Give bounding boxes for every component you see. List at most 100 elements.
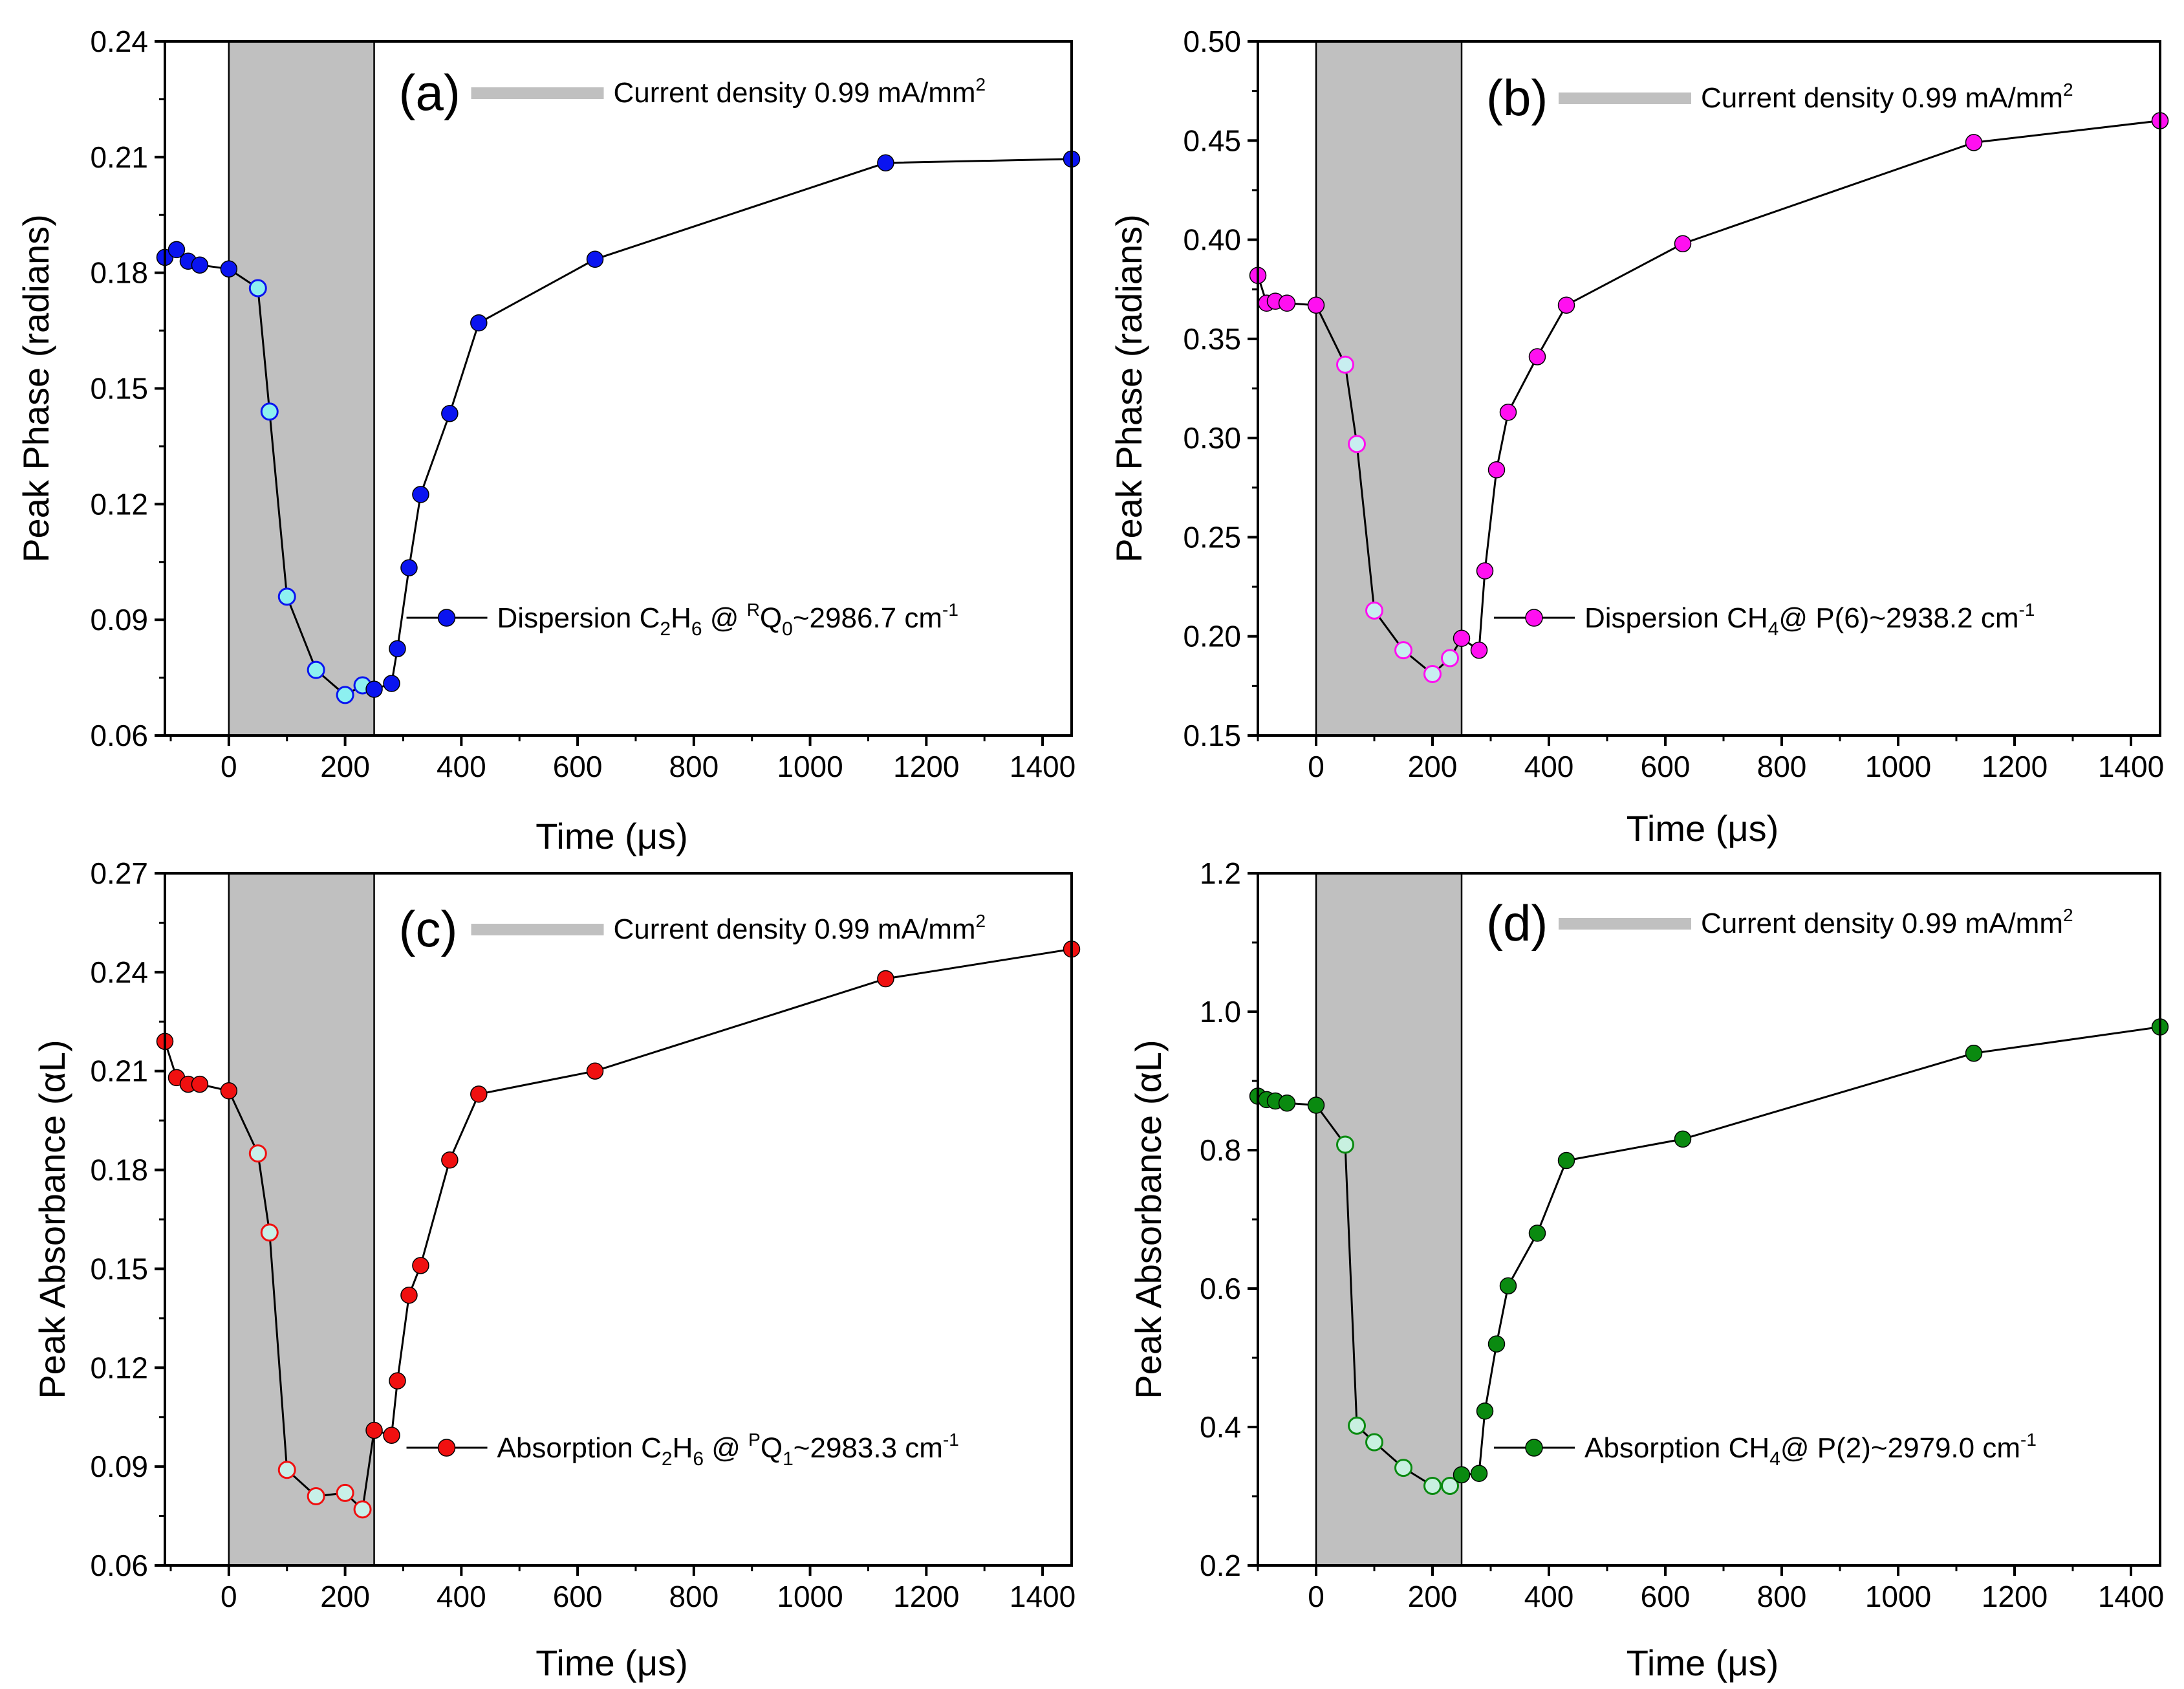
x-tick-label: 1200 bbox=[893, 750, 959, 783]
legend-series-segment: Absorption C bbox=[497, 1432, 662, 1464]
data-point bbox=[383, 1426, 400, 1444]
legend-series-segment: Dispersion CH bbox=[1584, 602, 1768, 634]
chart-panel-c: 0 200 400 600 800 1000 1200 1400 0.06 0.09 0.12 0.1… bbox=[32, 856, 1081, 1683]
x-tick-label: 600 bbox=[1641, 1580, 1691, 1613]
data-point bbox=[191, 1075, 209, 1093]
legend-series-segment: 4 bbox=[1768, 618, 1779, 640]
y-tick-label: 0.21 bbox=[90, 1054, 148, 1088]
x-tick-label: 1000 bbox=[777, 750, 843, 783]
x-tick-label: 800 bbox=[669, 750, 719, 783]
legend-series-segment: -1 bbox=[2019, 600, 2035, 620]
discharge-shaded-region bbox=[228, 40, 375, 737]
legend-current-text: Current density 0.99 mA/mm bbox=[1701, 908, 2063, 939]
data-point bbox=[400, 559, 418, 576]
legend-series-segment: 0 bbox=[782, 618, 793, 640]
discharge-shaded-region bbox=[1315, 872, 1463, 1567]
x-tick-label: 1400 bbox=[1010, 1580, 1076, 1613]
data-point-discharge bbox=[1394, 641, 1412, 660]
data-point bbox=[220, 260, 238, 278]
data-point bbox=[1470, 641, 1488, 659]
x-tick-label: 1400 bbox=[1010, 750, 1076, 783]
x-tick-label: 1400 bbox=[2098, 1580, 2164, 1613]
y-axis-title: Peak Phase (radians) bbox=[1108, 214, 1149, 563]
data-point bbox=[1487, 461, 1506, 479]
data-point bbox=[470, 1085, 488, 1103]
legend-series-marker bbox=[1525, 1439, 1543, 1457]
legend-current-text: Current density 0.99 mA/mm bbox=[614, 913, 976, 945]
x-axis-title: Time (μs) bbox=[1627, 808, 1779, 849]
y-tick-label: 1.0 bbox=[1200, 995, 1241, 1029]
panel-label: (a) bbox=[399, 64, 460, 121]
x-tick-label: 200 bbox=[320, 750, 370, 783]
y-tick-label: 0.15 bbox=[90, 1252, 148, 1285]
legend-series-segment: 6 bbox=[691, 618, 702, 640]
x-tick-label: 1000 bbox=[777, 1580, 843, 1613]
data-point bbox=[168, 241, 186, 259]
data-point bbox=[1528, 1225, 1546, 1242]
data-point bbox=[365, 1421, 383, 1439]
chart-panel-d: 0 200 400 600 800 1000 1200 1400 0.2 0.4 0.6 0.8 1.0… bbox=[1128, 856, 2169, 1683]
x-tick-label: 400 bbox=[1524, 1580, 1574, 1613]
legend-series-label: Absorption CH4@ P(2)~2979.0 cm-1 bbox=[1584, 1430, 2037, 1470]
y-tick-label: 0.21 bbox=[90, 140, 148, 174]
x-tick-label: 400 bbox=[437, 750, 486, 783]
data-point bbox=[1278, 294, 1296, 312]
legend-current-label: Current density 0.99 mA/mm2 bbox=[1701, 905, 2073, 939]
data-point-discharge bbox=[353, 1500, 372, 1519]
data-point bbox=[389, 1372, 406, 1389]
data-point bbox=[1476, 1402, 1494, 1420]
legend-series-segment: 1 bbox=[783, 1448, 794, 1470]
data-point bbox=[220, 1082, 238, 1100]
legend-series-segment: ~2986.7 cm bbox=[793, 602, 942, 634]
x-tick-label: 0 bbox=[221, 1580, 237, 1613]
data-point bbox=[389, 640, 406, 658]
data-point bbox=[1470, 1465, 1488, 1482]
plot-frame bbox=[164, 40, 1073, 737]
data-point-discharge bbox=[336, 1483, 354, 1502]
data-point bbox=[1965, 1044, 1983, 1062]
legend-series-segment: -1 bbox=[943, 1430, 959, 1450]
legend-series-segment: 2 bbox=[660, 618, 671, 640]
y-tick-label: 0.27 bbox=[90, 856, 148, 890]
data-point-discharge bbox=[1336, 1135, 1354, 1154]
data-point-discharge bbox=[1348, 1416, 1366, 1435]
x-tick-label: 1400 bbox=[2098, 750, 2164, 783]
x-tick-label: 800 bbox=[669, 1580, 719, 1613]
legend-series-segment: R bbox=[747, 600, 760, 620]
legend-current-label: Current density 0.99 mA/mm2 bbox=[614, 74, 986, 109]
data-point bbox=[1307, 296, 1325, 314]
data-point bbox=[1674, 235, 1692, 252]
data-point bbox=[586, 1062, 604, 1080]
y-tick-label: 0.24 bbox=[90, 955, 148, 989]
legend-current-sup: 2 bbox=[976, 74, 986, 94]
data-point-discharge bbox=[1365, 601, 1383, 620]
data-point bbox=[1307, 1096, 1325, 1114]
data-point-discharge bbox=[1336, 355, 1354, 374]
data-point-discharge bbox=[307, 660, 325, 679]
plot-frame bbox=[1257, 40, 2161, 737]
data-point bbox=[470, 314, 488, 332]
y-axis-title: Peak Phase (radians) bbox=[16, 214, 56, 563]
y-tick-label: 1.2 bbox=[1200, 856, 1241, 890]
discharge-shaded-region bbox=[1315, 40, 1463, 737]
legend-series-segment: @ bbox=[704, 1432, 748, 1464]
legend-current-text: Current density 0.99 mA/mm bbox=[614, 77, 976, 109]
x-tick-label: 600 bbox=[553, 750, 603, 783]
data-point bbox=[400, 1286, 418, 1304]
data-point bbox=[1674, 1130, 1692, 1148]
data-point bbox=[1528, 348, 1546, 365]
legend-series-segment: -1 bbox=[2020, 1430, 2037, 1450]
legend-series-marker bbox=[437, 1439, 456, 1457]
plot-frame bbox=[164, 872, 1073, 1567]
y-tick-label: 0.40 bbox=[1183, 223, 1241, 257]
data-point-discharge bbox=[260, 1223, 279, 1242]
y-tick-label: 0.24 bbox=[90, 25, 148, 58]
data-point bbox=[365, 681, 383, 698]
data-point-discharge bbox=[248, 279, 267, 298]
legend-series-segment: ~2983.3 cm bbox=[794, 1432, 943, 1464]
y-tick-label: 0.4 bbox=[1200, 1410, 1241, 1444]
data-point-discharge bbox=[1423, 664, 1442, 683]
data-point-discharge bbox=[260, 402, 279, 421]
legend-series-segment: @ bbox=[702, 602, 747, 634]
legend-series-segment: Absorption CH bbox=[1584, 1432, 1769, 1464]
